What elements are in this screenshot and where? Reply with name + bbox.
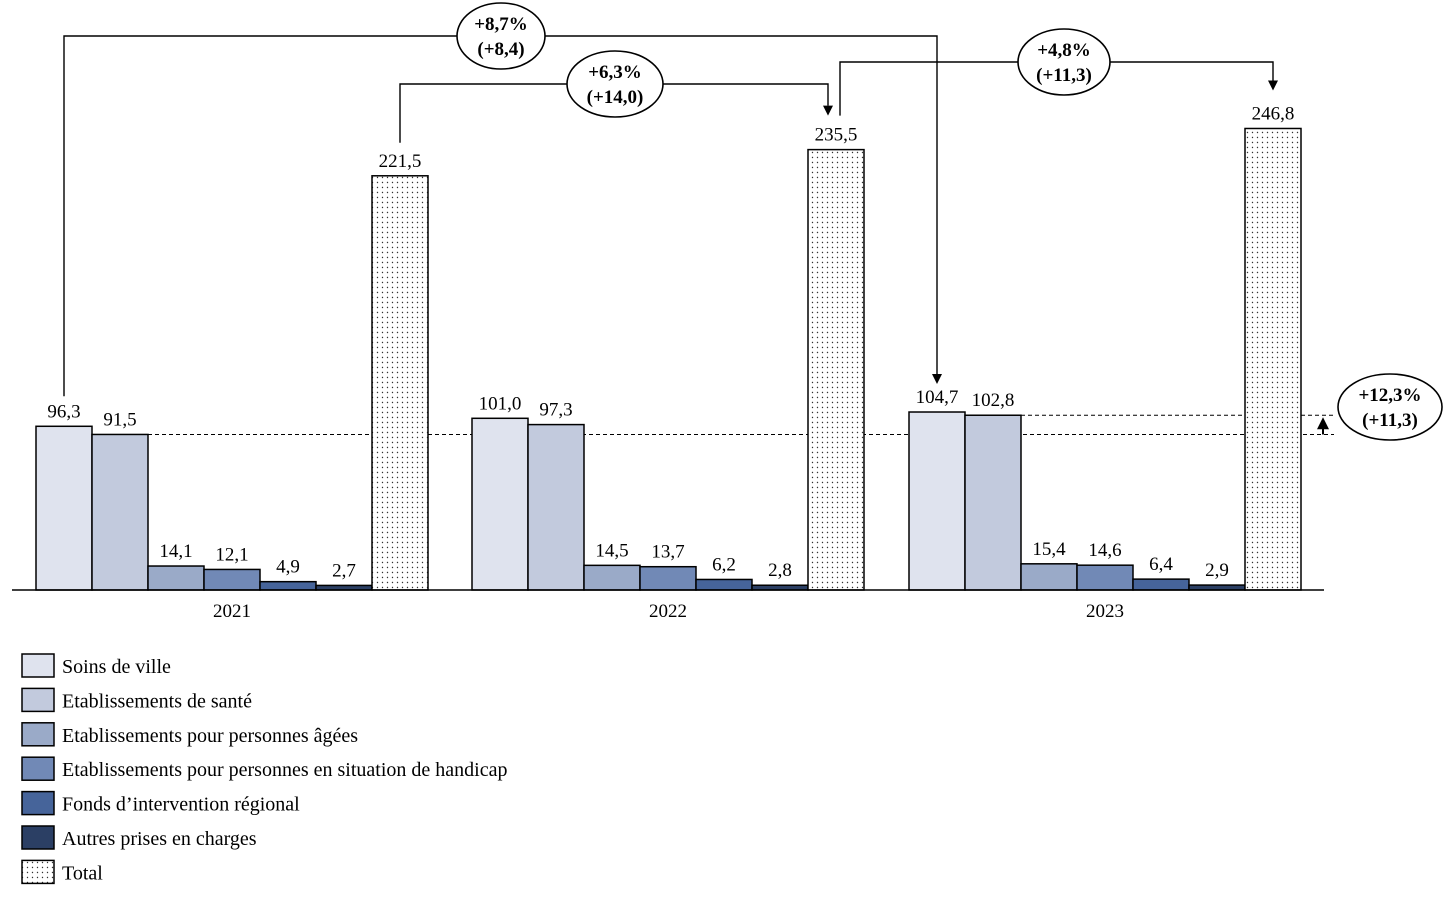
value-label-2023-2: 102,8 — [972, 390, 1015, 411]
legend-swatch-4 — [21, 756, 55, 781]
legend-label-5: Fonds d’intervention régional — [62, 794, 300, 816]
variation-pct-4: +12,3% — [1358, 385, 1421, 406]
bar-2021-1 — [35, 425, 93, 591]
legend-label-6: Autres prises en charges — [62, 828, 257, 850]
legend-swatch-6 — [21, 825, 55, 850]
bar-2023-5 — [1132, 578, 1190, 591]
value-label-2023-1: 104,7 — [916, 387, 959, 408]
connector-soins-de-ville — [63, 35, 938, 397]
legend-swatch-1 — [21, 653, 55, 678]
variation-abs-2: (+14,0) — [587, 87, 644, 108]
bar-2023-3 — [1020, 563, 1078, 591]
bar-2023-1 — [908, 411, 966, 591]
variation-abs-1: (+8,4) — [477, 39, 524, 60]
value-label-2022-4: 13,7 — [651, 542, 684, 563]
value-label-2021-6: 2,7 — [332, 560, 356, 581]
arrow-up-etab-sante — [1317, 417, 1329, 430]
bar-2022-5 — [695, 578, 753, 591]
variation-bubble-4 — [1337, 373, 1443, 441]
variation-annotations: +8,7% (+8,4) +6,3% (+14,0) +4,8% (+11,3) +12,3… — [456, 2, 1443, 441]
x-axis: 2021 2022 2023 — [12, 589, 1324, 622]
value-label-2021-1: 96,3 — [47, 401, 80, 422]
variation-bubble-1 — [456, 2, 546, 70]
value-label-2021-7: 221,5 — [379, 151, 422, 172]
bar-2021-3 — [147, 565, 205, 591]
arrow-soins-de-ville — [932, 374, 942, 385]
variation-pct-3: +4,8% — [1037, 40, 1091, 61]
bar-2021-2 — [91, 433, 149, 591]
variation-pct-1: +8,7% — [474, 14, 528, 35]
legend-swatch-7 — [21, 859, 55, 885]
bar-2023-2 — [964, 414, 1022, 591]
bars-group — [35, 127, 1302, 591]
value-label-2022-5: 6,2 — [712, 554, 736, 575]
x-tick-label-2021: 2021 — [213, 601, 251, 622]
variation-abs-3: (+11,3) — [1036, 65, 1092, 86]
x-tick-label-2023: 2023 — [1086, 601, 1124, 622]
legend-label-2: Etablissements de santé — [62, 690, 252, 712]
value-label-2023-7: 246,8 — [1252, 103, 1295, 124]
variation-bubble-2 — [566, 50, 664, 118]
value-label-2022-2: 97,3 — [539, 400, 572, 421]
bar-2022-1 — [471, 417, 529, 591]
value-label-2021-2: 91,5 — [103, 409, 136, 430]
legend-label-4: Etablissements pour personnes en situati… — [62, 759, 507, 781]
value-label-2023-3: 15,4 — [1032, 539, 1066, 560]
value-labels-group: 96,3 91,5 14,1 12,1 4,9 2,7 221,5 101,0 97,3 14,5… — [47, 103, 1294, 581]
variation-bubble-3 — [1017, 28, 1111, 96]
legend: Soins de ville Etablissements de santé Eta… — [21, 653, 507, 885]
bar-2022-4 — [639, 565, 697, 591]
legend-label-7: Total — [62, 862, 103, 884]
value-label-2022-7: 235,5 — [815, 125, 858, 146]
value-label-2021-5: 4,9 — [276, 557, 300, 578]
legend-swatch-2 — [21, 687, 55, 713]
legend-label-1: Soins de ville — [62, 656, 171, 678]
value-label-2022-1: 101,0 — [479, 393, 522, 414]
legend-swatch-3 — [21, 722, 55, 747]
x-tick-label-2022: 2022 — [649, 601, 687, 622]
value-label-2023-6: 2,9 — [1205, 560, 1229, 581]
bar-2022-2 — [527, 423, 585, 591]
value-label-2022-6: 2,8 — [768, 560, 792, 581]
variation-connectors — [63, 35, 1334, 435]
bar-2021-4 — [203, 568, 261, 591]
value-label-2021-4: 12,1 — [215, 544, 248, 565]
bar-2022-3 — [583, 564, 641, 591]
legend-swatch-5 — [21, 790, 55, 816]
variation-pct-2: +6,3% — [588, 62, 642, 83]
value-label-2023-4: 14,6 — [1088, 540, 1121, 561]
value-label-2021-3: 14,1 — [159, 541, 192, 562]
variation-abs-4: (+11,3) — [1362, 410, 1418, 431]
bar-2022-7 — [807, 148, 865, 591]
arrow-total-2022 — [823, 105, 833, 116]
legend-label-3: Etablissements pour personnes âgées — [62, 725, 358, 747]
bar-2021-5 — [259, 580, 317, 591]
bar-2021-7 — [371, 175, 429, 591]
value-label-2022-3: 14,5 — [595, 540, 628, 561]
bar-2023-4 — [1076, 564, 1134, 591]
arrow-total-2023 — [1268, 80, 1278, 91]
value-label-2023-5: 6,4 — [1149, 554, 1173, 575]
bar-2023-7 — [1244, 127, 1302, 591]
